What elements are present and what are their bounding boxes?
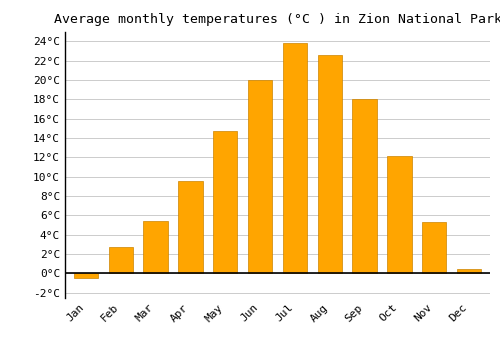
Bar [144,221,168,273]
Bar [422,222,446,273]
Bar [318,55,342,273]
Bar [457,270,481,273]
Title: Average monthly temperatures (°C ) in Zion National Park: Average monthly temperatures (°C ) in Zi… [54,13,500,26]
Bar [178,181,203,273]
Bar [282,43,307,273]
Bar [213,131,238,273]
Bar [74,273,98,278]
Bar [108,247,133,273]
Bar [248,80,272,273]
Bar [352,99,377,273]
Bar [387,156,411,273]
